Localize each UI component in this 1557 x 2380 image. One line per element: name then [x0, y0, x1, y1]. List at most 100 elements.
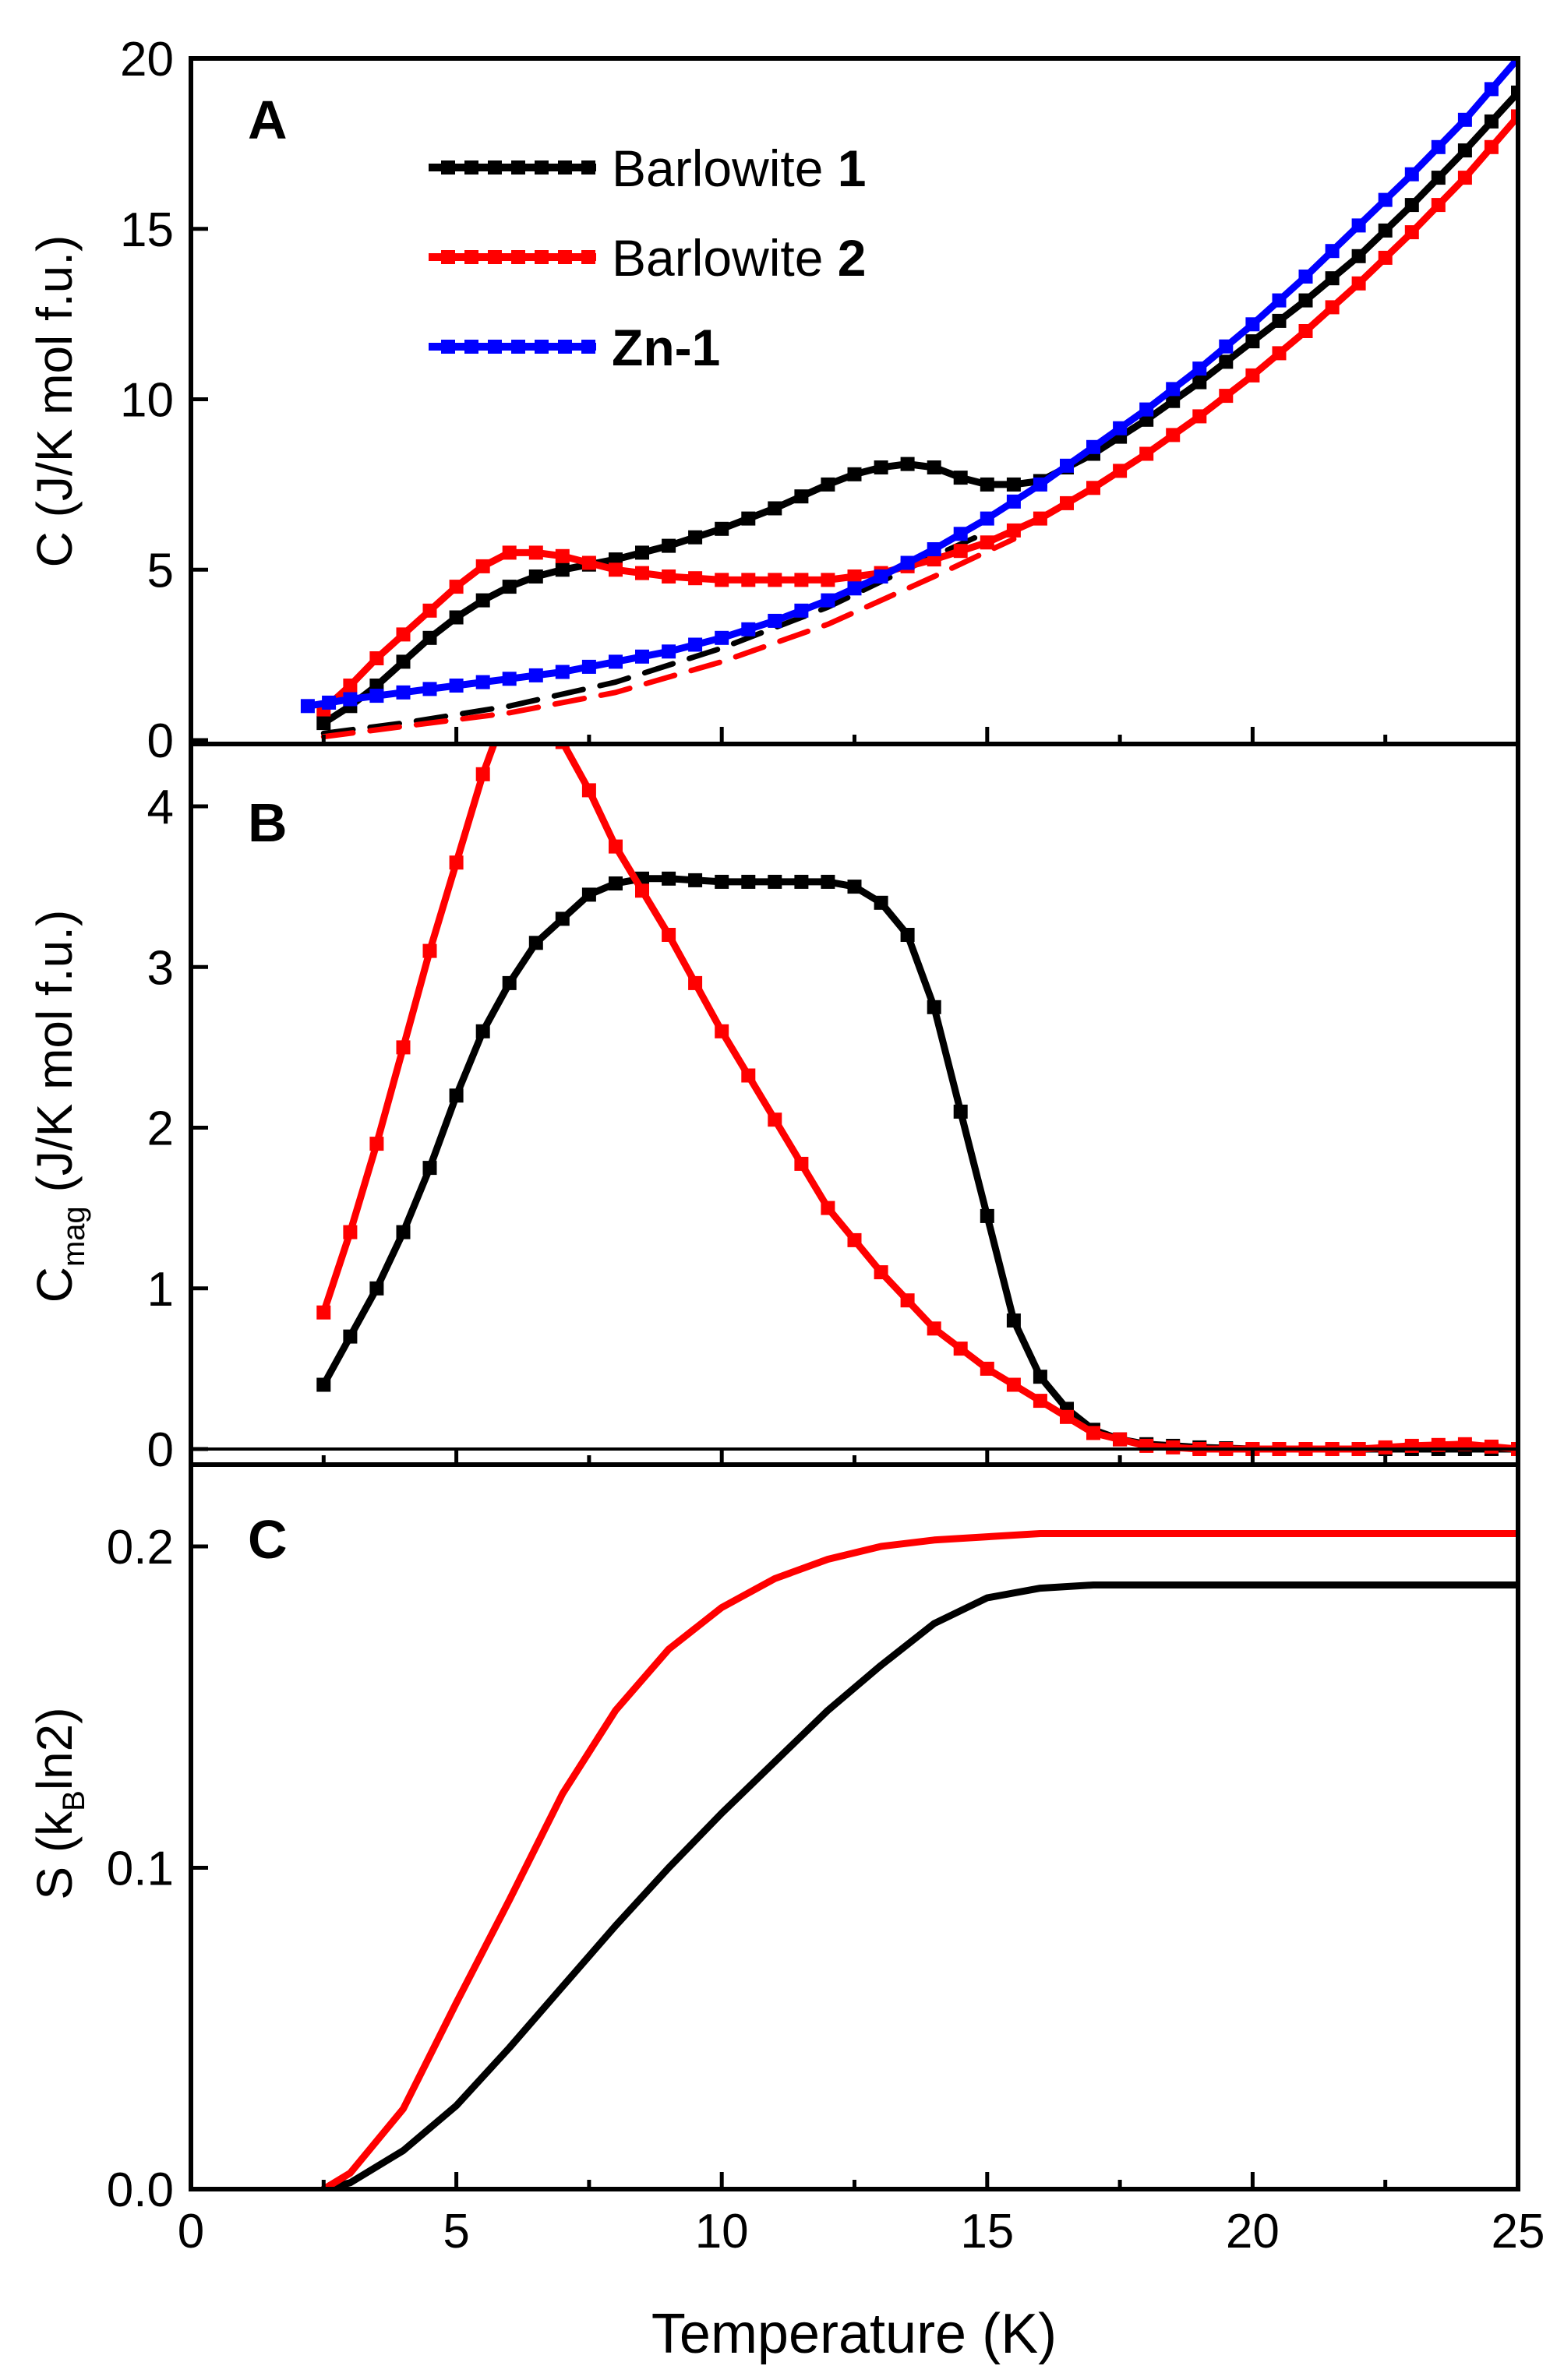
x-tick-label: 15: [960, 2205, 1014, 2258]
data-point: [343, 692, 358, 707]
data-point: [1192, 409, 1207, 424]
data-point: [300, 699, 315, 714]
data-point: [794, 573, 809, 587]
panel-a-line-barlowite-1: [320, 89, 1518, 727]
data-point: [369, 689, 384, 703]
data-point: [528, 569, 543, 584]
legend-b1-text: Barlowite: [612, 139, 838, 197]
data-point: [1033, 477, 1047, 492]
data-point: [794, 603, 809, 618]
data-point: [715, 1024, 729, 1038]
data-point: [927, 1000, 941, 1014]
data-point: [1378, 1440, 1393, 1454]
data-point: [1457, 112, 1472, 127]
data-point: [1219, 339, 1234, 354]
legend-marker: [488, 250, 502, 264]
data-point: [1378, 192, 1393, 207]
legend-marker: [464, 250, 478, 264]
y-tick-label: 0.1: [107, 1842, 174, 1896]
panel-b-ylabel-sub: mag: [57, 1206, 91, 1267]
data-point: [528, 668, 543, 682]
data-point: [1006, 523, 1021, 538]
panel-a-line-barlowite-2: [320, 112, 1518, 714]
legend-b2-num: 2: [838, 229, 867, 287]
data-point: [821, 573, 835, 587]
data-point: [688, 975, 703, 990]
data-point: [1166, 428, 1181, 443]
data-point: [794, 874, 809, 889]
legend-marker: [511, 160, 525, 175]
data-point: [953, 1104, 968, 1119]
data-point: [422, 1161, 437, 1176]
data-point: [1484, 1439, 1499, 1454]
panel-b-ylabel-main: C: [26, 1267, 83, 1303]
legend-b1-label: Barlowite 1: [612, 139, 867, 197]
data-point: [475, 767, 490, 781]
data-point: [1404, 198, 1419, 213]
data-point: [1484, 139, 1499, 154]
y-tick-label: 10: [120, 374, 174, 428]
data-point: [715, 521, 729, 536]
data-point: [980, 535, 994, 550]
data-point: [528, 936, 543, 950]
y-tick-label: 2: [147, 1102, 174, 1156]
panel-c-ylabel-rest: ln2): [26, 1707, 83, 1790]
data-point: [1378, 250, 1393, 265]
data-point: [1139, 1438, 1154, 1453]
data-point: [1484, 82, 1499, 97]
data-point: [980, 1361, 994, 1376]
data-point: [449, 580, 464, 594]
data-point: [422, 682, 437, 696]
data-point: [980, 477, 994, 492]
data-point: [1033, 511, 1047, 526]
data-point: [1033, 1370, 1047, 1384]
data-point: [741, 511, 756, 526]
data-point: [422, 603, 437, 618]
data-point: [715, 874, 729, 889]
data-point: [502, 545, 517, 560]
data-point: [847, 467, 862, 481]
data-point: [1192, 375, 1207, 390]
data-point: [322, 695, 337, 710]
data-point: [1113, 1432, 1128, 1447]
data-point: [1033, 1394, 1047, 1409]
data-point: [1272, 293, 1287, 308]
data-point: [1511, 85, 1518, 100]
data-point: [927, 460, 941, 474]
data-point: [741, 874, 756, 889]
y-tick-label: 0: [147, 1423, 174, 1477]
data-point: [422, 630, 437, 645]
data-point: [609, 654, 623, 669]
data-point: [1006, 494, 1021, 509]
data-point: [1113, 464, 1128, 478]
data-point: [1219, 389, 1234, 404]
legend-marker: [581, 340, 595, 354]
legend-marker: [581, 160, 595, 175]
data-point: [715, 630, 729, 645]
y-tick-label: 20: [120, 33, 174, 86]
data-point: [768, 1112, 782, 1127]
data-point: [1457, 171, 1472, 185]
data-point: [1245, 368, 1260, 383]
data-point: [581, 887, 596, 902]
data-point: [396, 685, 411, 700]
data-point: [1006, 477, 1021, 492]
data-point: [980, 1208, 994, 1223]
data-point: [1298, 324, 1313, 338]
data-point: [1086, 1426, 1100, 1440]
ticks-layer: [189, 56, 1520, 2191]
data-point: [1219, 354, 1234, 369]
legend-marker: [488, 340, 502, 354]
data-point: [953, 544, 968, 559]
data-point: [821, 1201, 835, 1215]
panel-a-line-barlowite-2-lattice: [320, 536, 1017, 740]
data-point: [1325, 271, 1340, 286]
data-point: [1086, 439, 1100, 454]
data-point: [715, 573, 729, 587]
data-point: [741, 622, 756, 636]
data-point: [1325, 300, 1340, 315]
panel-c-line-barlowite-2: [320, 1530, 1518, 2189]
data-point: [768, 501, 782, 516]
data-point: [475, 593, 490, 608]
data-point: [449, 679, 464, 693]
